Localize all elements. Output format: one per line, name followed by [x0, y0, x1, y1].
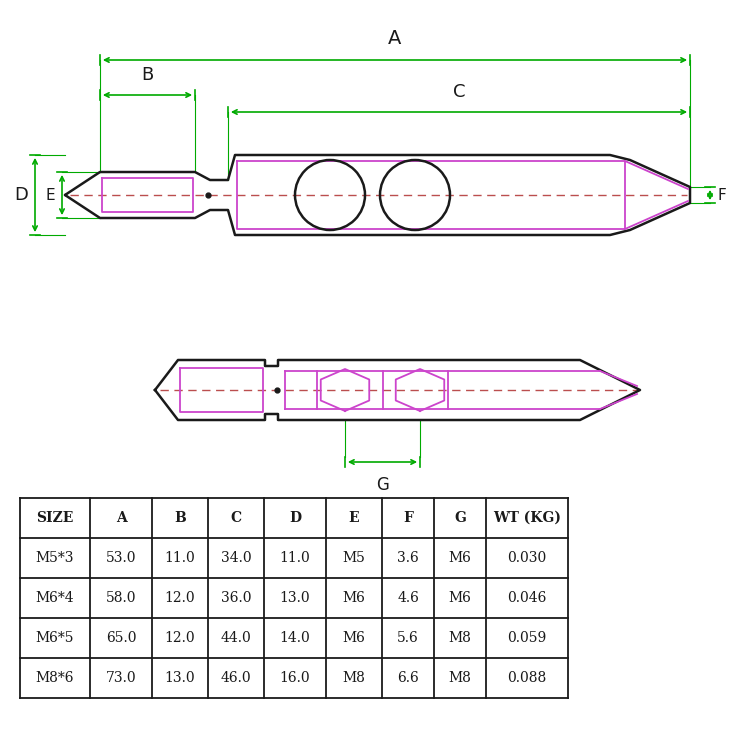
Text: M6: M6 — [448, 591, 472, 605]
Text: 13.0: 13.0 — [165, 671, 195, 685]
Text: 12.0: 12.0 — [165, 591, 195, 605]
Text: B: B — [174, 511, 186, 525]
Text: F: F — [718, 188, 726, 202]
Text: D: D — [14, 186, 28, 204]
Text: 11.0: 11.0 — [280, 551, 310, 565]
Text: F: F — [403, 511, 413, 525]
Text: 46.0: 46.0 — [220, 671, 251, 685]
Text: 44.0: 44.0 — [220, 631, 251, 645]
Text: 11.0: 11.0 — [165, 551, 195, 565]
Text: M6: M6 — [448, 551, 472, 565]
Text: 73.0: 73.0 — [106, 671, 136, 685]
Text: M5*3: M5*3 — [36, 551, 74, 565]
Text: M8: M8 — [448, 631, 472, 645]
Text: A: A — [116, 511, 126, 525]
Text: M6: M6 — [343, 631, 365, 645]
Text: M8*6: M8*6 — [36, 671, 74, 685]
Text: WT (KG): WT (KG) — [493, 511, 561, 525]
Text: 53.0: 53.0 — [106, 551, 136, 565]
Text: 65.0: 65.0 — [106, 631, 136, 645]
Text: 3.6: 3.6 — [398, 551, 418, 565]
Text: SIZE: SIZE — [36, 511, 74, 525]
Text: 6.6: 6.6 — [398, 671, 418, 685]
Text: 12.0: 12.0 — [165, 631, 195, 645]
Text: 5.6: 5.6 — [398, 631, 418, 645]
Text: E: E — [349, 511, 359, 525]
Text: 0.030: 0.030 — [507, 551, 547, 565]
Text: 0.088: 0.088 — [507, 671, 547, 685]
Text: D: D — [289, 511, 301, 525]
Text: M8: M8 — [448, 671, 472, 685]
Text: E: E — [45, 188, 55, 202]
Text: 0.059: 0.059 — [507, 631, 547, 645]
Text: C: C — [230, 511, 242, 525]
Text: M5: M5 — [343, 551, 365, 565]
Text: M6: M6 — [343, 591, 365, 605]
Text: 0.046: 0.046 — [507, 591, 547, 605]
Text: C: C — [453, 83, 465, 101]
Text: G: G — [376, 476, 389, 494]
Text: 34.0: 34.0 — [220, 551, 251, 565]
Text: A: A — [388, 29, 402, 48]
Text: M8: M8 — [343, 671, 365, 685]
Text: M6*4: M6*4 — [36, 591, 74, 605]
Text: 58.0: 58.0 — [106, 591, 136, 605]
Text: B: B — [141, 66, 154, 84]
Text: 4.6: 4.6 — [397, 591, 419, 605]
Text: 13.0: 13.0 — [280, 591, 310, 605]
Text: 14.0: 14.0 — [280, 631, 310, 645]
Text: M6*5: M6*5 — [36, 631, 74, 645]
Text: G: G — [454, 511, 466, 525]
Text: 16.0: 16.0 — [280, 671, 310, 685]
Text: 36.0: 36.0 — [220, 591, 251, 605]
